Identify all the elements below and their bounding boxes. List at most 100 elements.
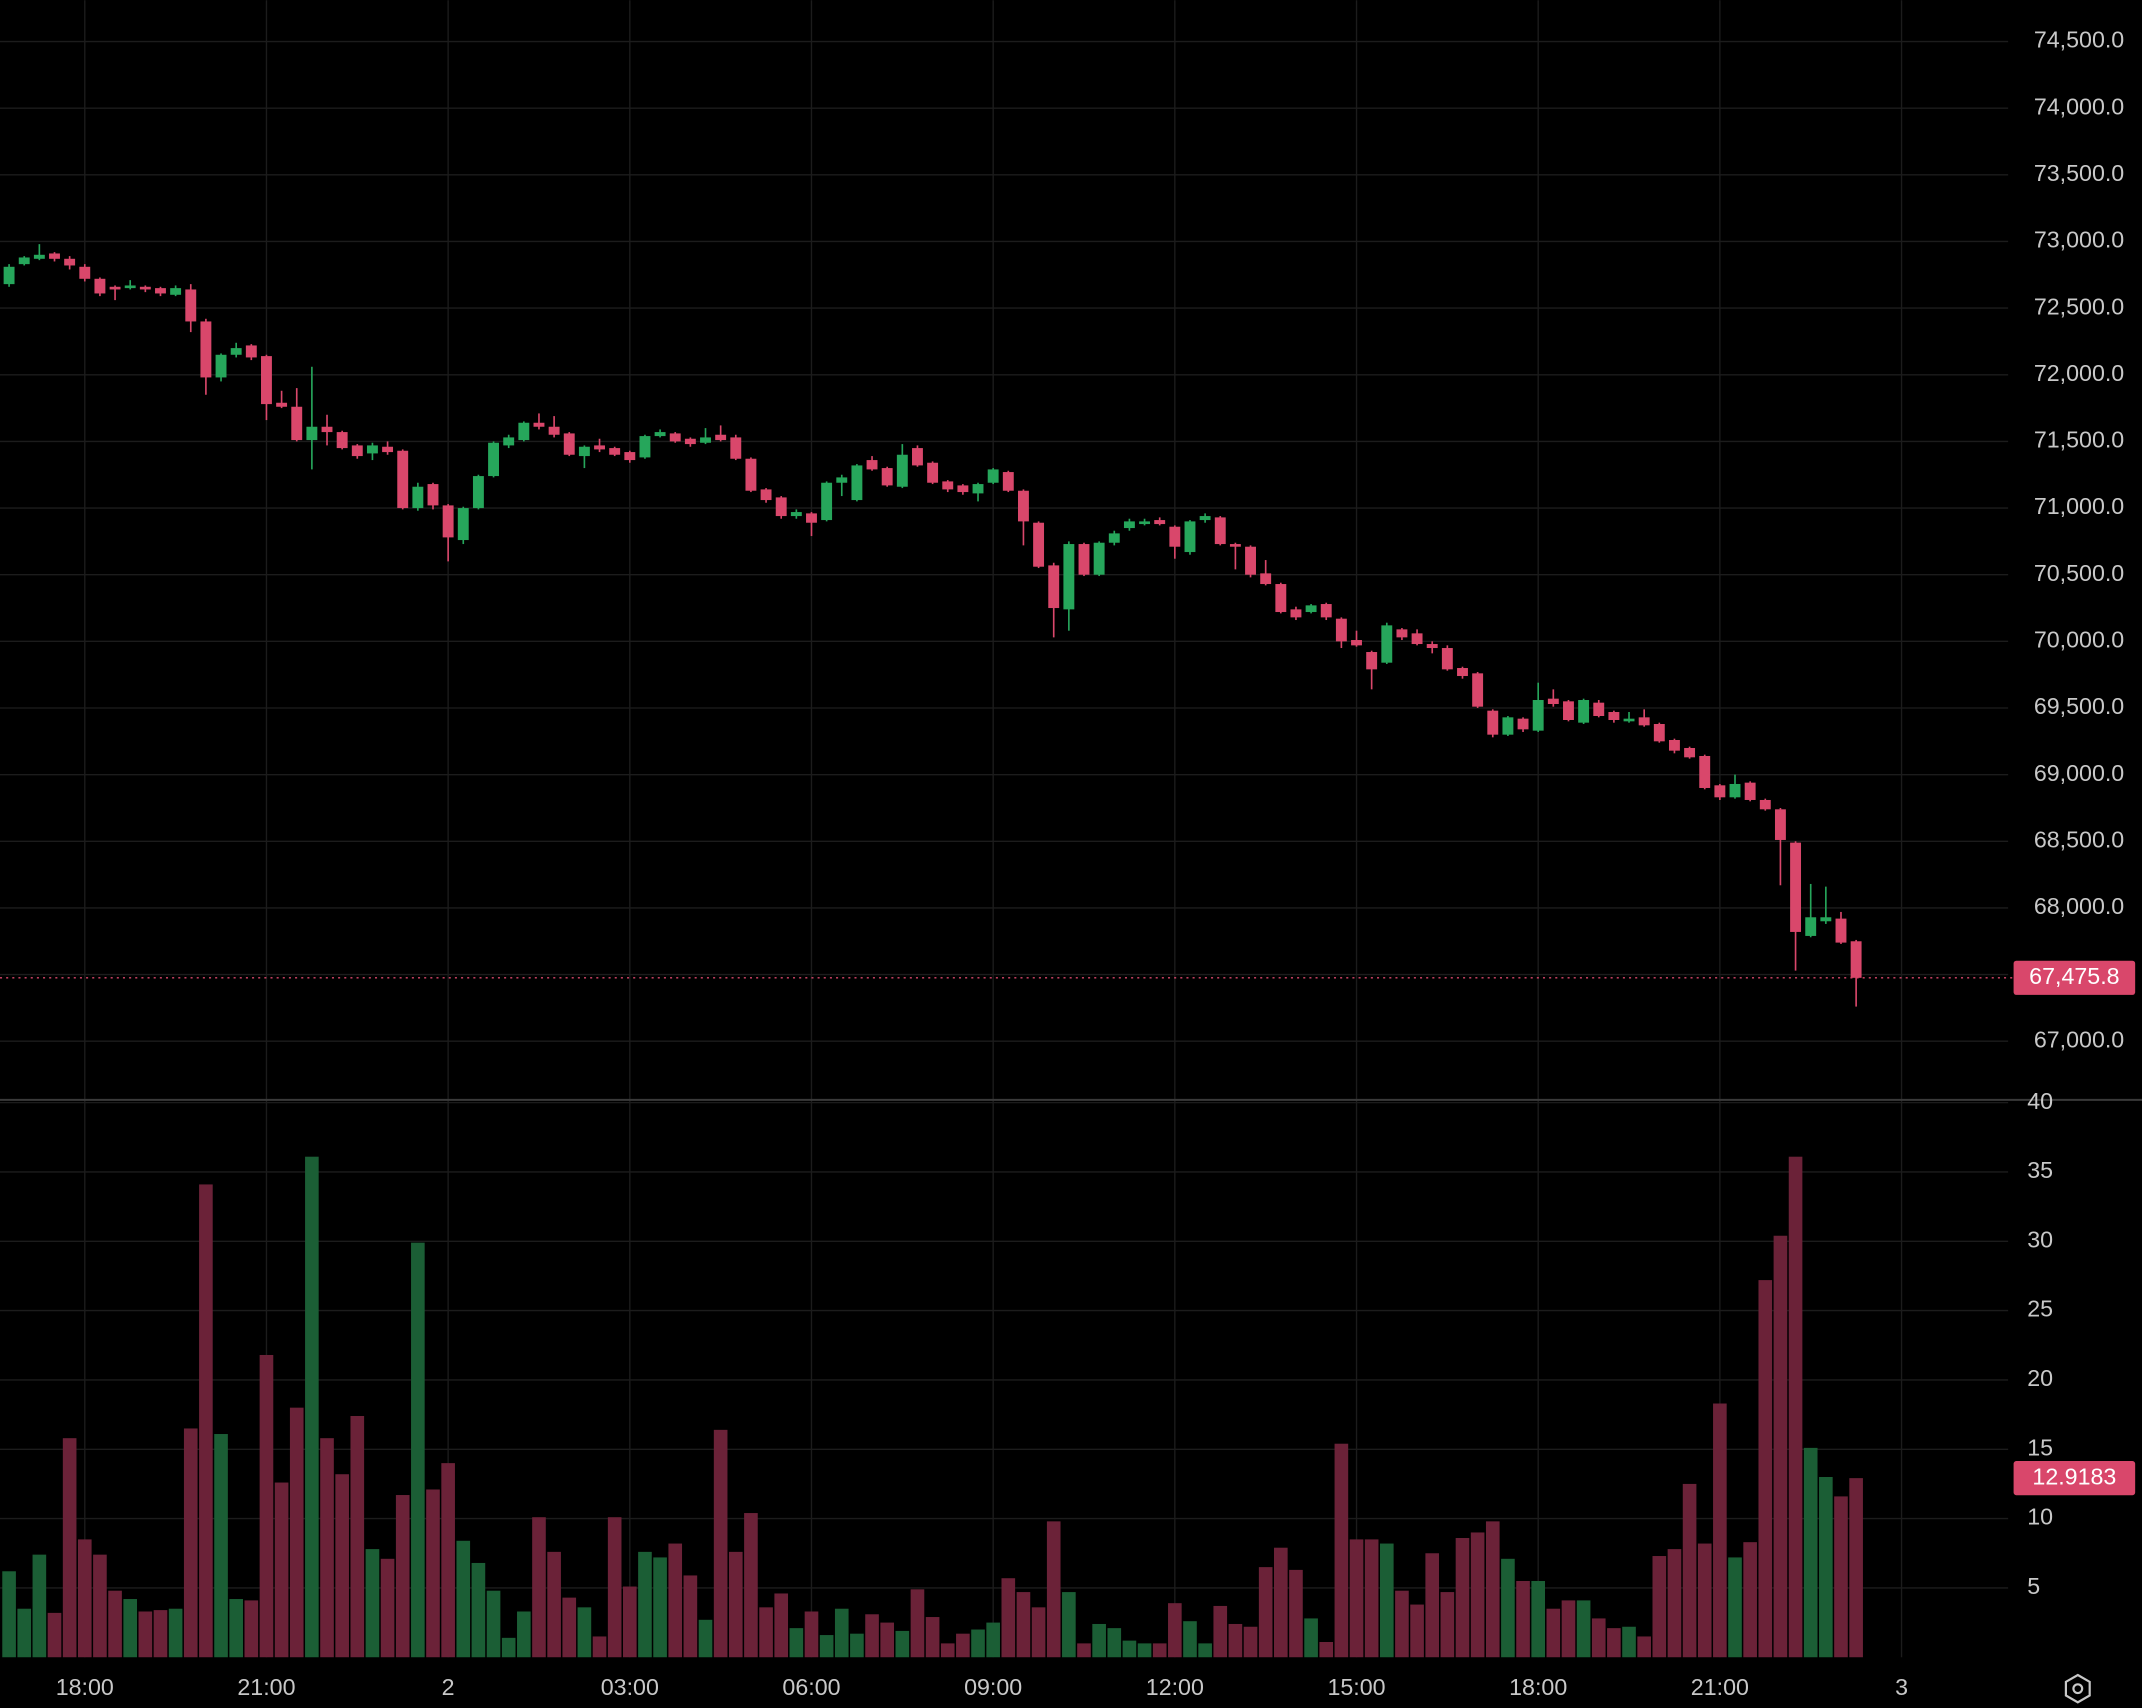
candle-body: [306, 426, 318, 441]
volume-bar: [1364, 1539, 1379, 1658]
y-tick-label: 67,000.0: [2034, 1026, 2124, 1052]
volume-bar: [804, 1611, 819, 1658]
volume-bar: [1440, 1592, 1455, 1658]
candle-body: [321, 426, 333, 433]
x-tick-label: 21:00: [237, 1674, 295, 1700]
candle-body: [1774, 809, 1786, 840]
last-volume-label: 12.9183: [2032, 1463, 2116, 1489]
volume-bar: [1667, 1549, 1682, 1658]
candle-body: [836, 477, 848, 483]
candle-body: [1290, 609, 1302, 618]
labels: 18:00 21:00 2 03:00 06:00 09:00 12:00 15:00 18:0…: [56, 27, 2136, 1700]
volume-bar: [1455, 1538, 1470, 1658]
candle-body: [472, 476, 484, 509]
candle-body: [155, 288, 166, 294]
volume-bar: [638, 1551, 652, 1658]
volume-bar: [1395, 1590, 1409, 1658]
x-tick-label: 06:00: [782, 1674, 840, 1700]
candle-body: [261, 356, 272, 405]
candle-body: [700, 437, 711, 443]
candle-body: [1668, 739, 1680, 751]
candle-body: [1487, 710, 1499, 735]
volume-bar: [1183, 1621, 1197, 1658]
volume-bar: [834, 1608, 849, 1658]
candle-body: [1578, 700, 1590, 723]
volume-bar: [168, 1608, 183, 1658]
volume-bar: [183, 1428, 198, 1658]
candle-body: [427, 484, 439, 506]
volume-bar: [1591, 1618, 1606, 1658]
volume-bar: [380, 1558, 395, 1658]
settings-icon[interactable]: [2064, 1673, 2091, 1704]
x-tick-label: 03:00: [601, 1674, 659, 1700]
y-tick-label: 73,500.0: [2034, 160, 2124, 186]
volume-bar: [1122, 1640, 1137, 1658]
volume-bar: [759, 1607, 773, 1658]
candle-body: [927, 462, 939, 483]
volume-bar: [1622, 1626, 1636, 1658]
candle-body: [639, 436, 651, 458]
candle-body: [1305, 605, 1317, 613]
volume-bar: [441, 1463, 455, 1658]
volume-bar: [32, 1554, 47, 1658]
y-tick-label: 70,000.0: [2034, 626, 2124, 652]
volume-bar: [1152, 1643, 1167, 1658]
volume-bar: [956, 1633, 970, 1658]
y-tick-label: 74,500.0: [2034, 27, 2124, 53]
candle-body: [1108, 533, 1120, 543]
y-tick-label: 71,500.0: [2034, 427, 2124, 453]
volume-bar: [910, 1589, 925, 1658]
volume-bar: [335, 1474, 349, 1658]
candle-body: [442, 505, 454, 538]
y-tick-label: 72,500.0: [2034, 293, 2124, 319]
volume-bar: [971, 1629, 985, 1658]
candle-body: [245, 345, 257, 358]
candle-body: [397, 450, 409, 509]
candle-body: [1063, 544, 1075, 610]
candle-body: [1502, 717, 1514, 735]
volume-bar: [501, 1637, 516, 1658]
volume-bar: [713, 1429, 728, 1658]
volume-bar: [865, 1614, 879, 1658]
candle-body: [745, 458, 757, 491]
candle-body: [1366, 652, 1378, 670]
volume-bar: [547, 1551, 561, 1658]
volume-bar: [123, 1599, 138, 1658]
candle-body: [1623, 718, 1635, 722]
candle-body: [488, 442, 500, 477]
x-tick-label: 2: [442, 1674, 455, 1700]
volume-bar: [1546, 1608, 1561, 1658]
candle-body: [821, 482, 833, 521]
candle-body: [200, 321, 212, 378]
candle-body: [972, 484, 984, 494]
candle-body: [1426, 644, 1438, 649]
volume-bar: [411, 1242, 425, 1658]
candle-body: [1714, 785, 1726, 798]
candle-body: [1320, 604, 1332, 618]
volume-bar: [774, 1593, 789, 1658]
candle-body: [1608, 712, 1620, 721]
y-tick-label: 69,000.0: [2034, 760, 2124, 786]
candle-body: [1351, 640, 1362, 646]
candle-body: [715, 434, 727, 441]
y-tick-label: 71,000.0: [2034, 493, 2124, 519]
y-tick-label: 69,500.0: [2034, 693, 2124, 719]
candle-body: [1805, 917, 1817, 936]
volume-bar: [1576, 1600, 1591, 1658]
volume-bar: [456, 1540, 471, 1658]
volume-bar: [744, 1513, 758, 1658]
volume-bar: [1349, 1539, 1364, 1658]
candle-body: [1017, 490, 1029, 522]
candle-body: [1457, 668, 1468, 677]
volume-bar: [850, 1633, 864, 1658]
volume-bar: [880, 1622, 894, 1658]
volume-bar: [577, 1607, 592, 1658]
y-tick-label: 68,000.0: [2034, 893, 2124, 919]
volume-bar: [365, 1549, 380, 1658]
candle-body: [1547, 698, 1559, 705]
x-tick-label: 09:00: [964, 1674, 1022, 1700]
candle-body: [1684, 747, 1696, 758]
candle-body: [1033, 522, 1045, 567]
marks: [0, 244, 2014, 1658]
volume-bar: [1516, 1580, 1530, 1658]
